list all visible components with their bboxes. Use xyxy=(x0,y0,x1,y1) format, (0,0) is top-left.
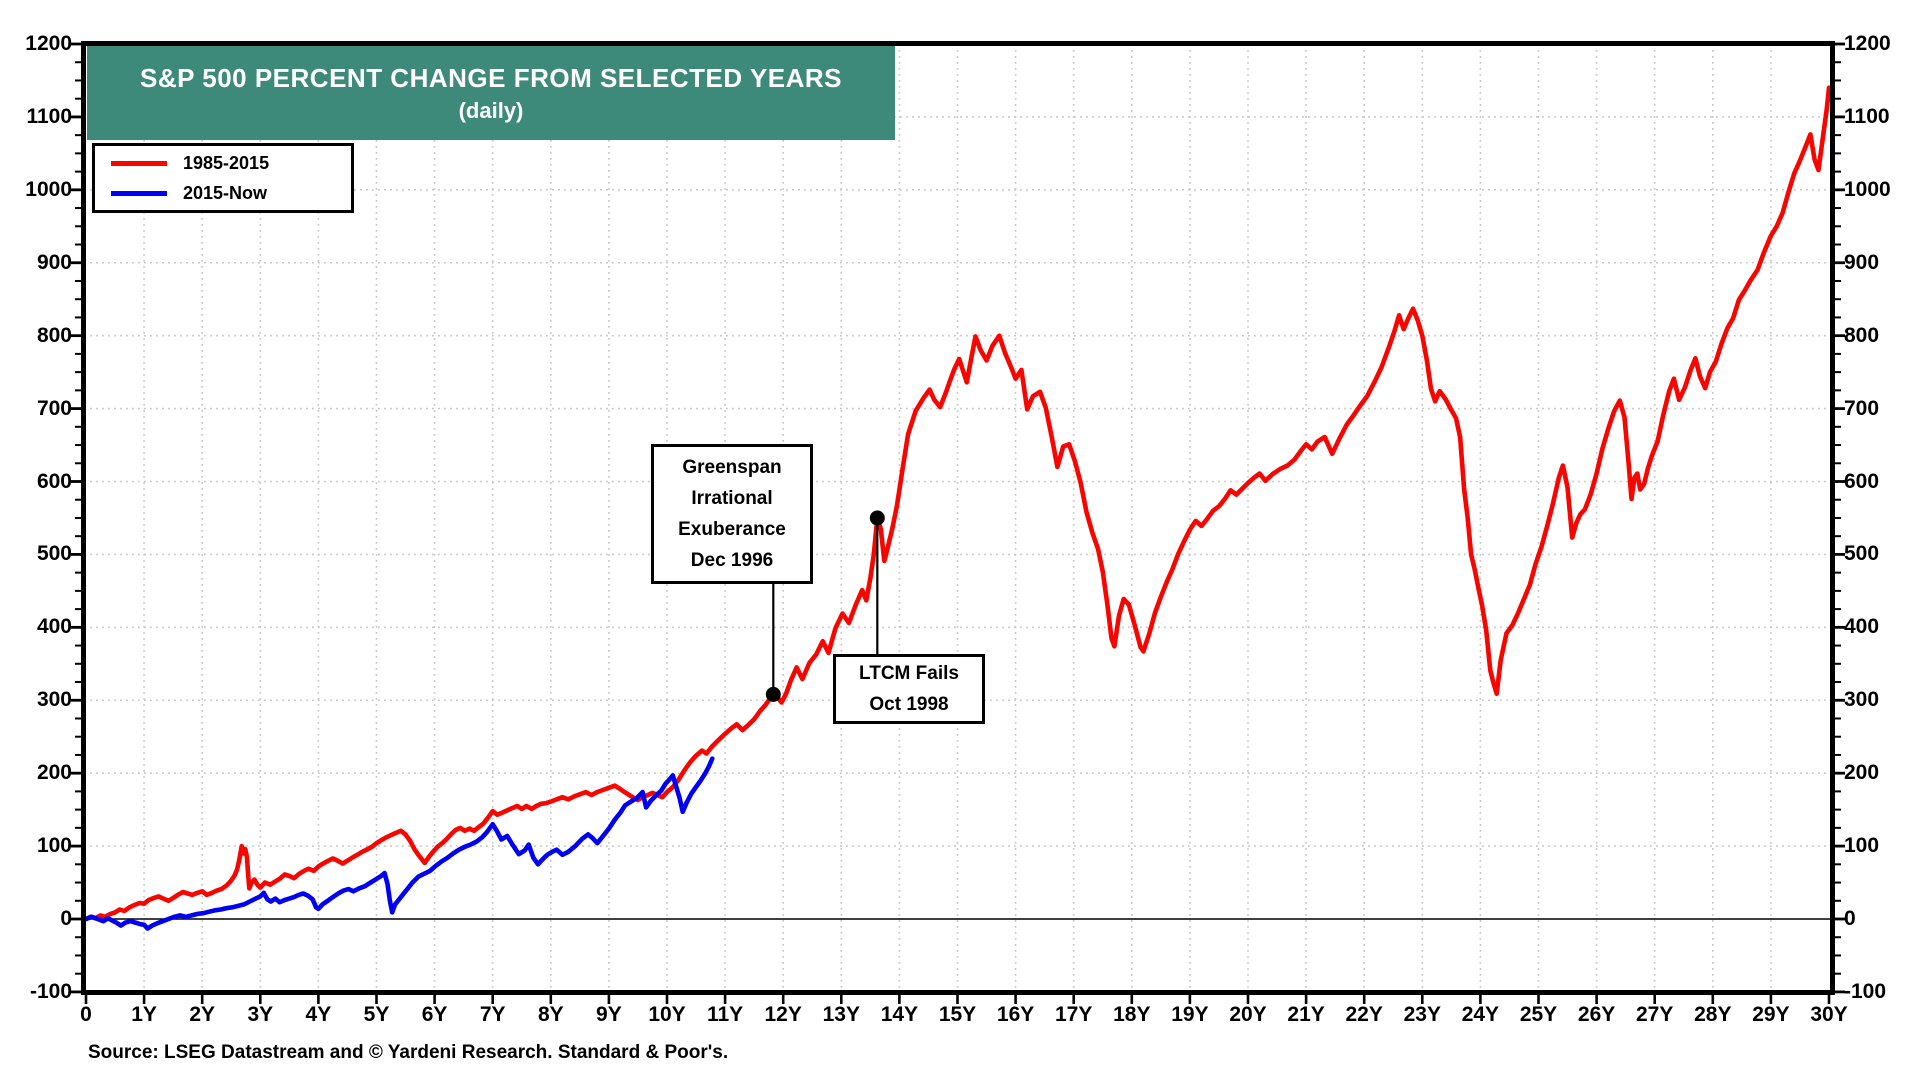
y-axis-label-left: 400 xyxy=(36,615,72,639)
y-axis-label-right: 400 xyxy=(1844,615,1880,639)
y-axis-label-left: 1000 xyxy=(25,177,72,201)
y-axis-label-right: 0 xyxy=(1844,907,1856,930)
annotation-text: LTCM Fails xyxy=(859,663,959,684)
annotation-text: Greenspan xyxy=(682,457,782,478)
greenspan-point-marker xyxy=(765,686,781,702)
y-axis-label-left: 200 xyxy=(36,761,72,785)
x-axis-label: 18Y xyxy=(1113,1003,1151,1026)
plot-frame xyxy=(81,41,1835,995)
series-line-1985-2015 xyxy=(83,85,1832,922)
legend-label: 2015-Now xyxy=(183,182,268,203)
annotation-text: Dec 1996 xyxy=(690,550,774,571)
annotation-text: Irrational xyxy=(691,488,773,509)
legend: 1985-2015 2015-Now xyxy=(92,143,354,213)
blue-line-swatch xyxy=(111,190,167,196)
annotation-text: Exuberance xyxy=(678,519,786,540)
y-axis-label-left: 300 xyxy=(36,688,72,712)
x-axis-label: 24Y xyxy=(1461,1003,1500,1026)
y-axis-label-left: 800 xyxy=(36,323,72,347)
y-axis-label-left: 1200 xyxy=(25,32,72,55)
y-axis-label-right: 1100 xyxy=(1844,104,1890,128)
y-axis-label-right: -100 xyxy=(1844,979,1887,1003)
y-axis-label-right: 600 xyxy=(1844,469,1880,493)
legend-label: 1985-2015 xyxy=(183,152,270,173)
chart-title: S&P 500 PERCENT CHANGE FROM SELECTED YEA… xyxy=(140,62,842,93)
x-axis-label: 5Y xyxy=(363,1003,390,1026)
x-axis-label: 10Y xyxy=(648,1003,686,1026)
source-note: Source: LSEG Datastream and © Yardeni Re… xyxy=(88,1042,729,1063)
y-axis-label-right: 300 xyxy=(1844,688,1880,712)
legend-item-1985-2015: 1985-2015 xyxy=(95,150,351,176)
x-axis-label: 23Y xyxy=(1403,1003,1441,1026)
x-axis-label: 16Y xyxy=(996,1003,1035,1026)
y-axis-label-right: 700 xyxy=(1844,396,1880,420)
x-axis-label: 0 xyxy=(80,1003,92,1026)
x-axis-label: 19Y xyxy=(1171,1003,1209,1026)
x-axis-label: 26Y xyxy=(1577,1003,1616,1026)
x-axis-label: 9Y xyxy=(596,1003,622,1026)
chart-subtitle: (daily) xyxy=(458,97,524,123)
legend-item-2015-now: 2015-Now xyxy=(95,180,351,206)
annotation-text: Oct 1998 xyxy=(869,694,949,715)
x-axis-label: 1Y xyxy=(131,1003,157,1026)
annotation-ltcm: LTCM Fails Oct 1998 xyxy=(833,654,985,724)
y-axis-label-left: 900 xyxy=(36,250,72,274)
y-axis-label-right: 200 xyxy=(1844,761,1880,785)
y-axis-label-right: 1200 xyxy=(1844,32,1891,55)
y-axis-label-left: -100 xyxy=(29,979,72,1003)
series-line-2015-now xyxy=(83,756,715,931)
x-axis-label: 3Y xyxy=(247,1003,274,1026)
x-axis-label: 8Y xyxy=(537,1003,564,1026)
x-axis-label: 27Y xyxy=(1636,1003,1674,1026)
y-axis-label-left: 700 xyxy=(36,396,72,420)
x-axis-label: 11Y xyxy=(706,1003,744,1026)
x-axis-label: 13Y xyxy=(822,1003,860,1026)
x-axis-label: 25Y xyxy=(1519,1003,1558,1026)
x-axis-label: 7Y xyxy=(479,1003,506,1026)
x-axis-label: 12Y xyxy=(764,1003,802,1026)
x-axis-label: 20Y xyxy=(1229,1003,1267,1026)
title-banner: S&P 500 PERCENT CHANGE FROM SELECTED YEA… xyxy=(87,46,895,140)
x-axis-label: 28Y xyxy=(1694,1003,1732,1026)
x-axis-label: 21Y xyxy=(1287,1003,1325,1026)
x-axis-label: 29Y xyxy=(1752,1003,1790,1026)
y-axis-label-right: 1000 xyxy=(1844,177,1891,201)
x-axis-label: 6Y xyxy=(421,1003,448,1026)
y-axis-label-left: 600 xyxy=(36,469,72,493)
x-axis-label: 14Y xyxy=(880,1003,919,1026)
y-axis-label-left: 100 xyxy=(36,834,72,858)
annotation-greenspan: Greenspan Irrational Exuberance Dec 1996 xyxy=(651,444,813,584)
x-axis-label: 22Y xyxy=(1345,1003,1383,1026)
x-axis-label: 30Y xyxy=(1810,1003,1848,1026)
y-axis-label-right: 900 xyxy=(1844,250,1880,274)
x-axis-label: 15Y xyxy=(938,1003,977,1026)
x-axis-label: 17Y xyxy=(1055,1003,1093,1026)
y-axis-label-left: 1100 xyxy=(26,104,72,128)
y-axis-label-right: 100 xyxy=(1844,834,1880,858)
y-axis-label-left: 0 xyxy=(60,907,72,930)
y-axis-label-right: 800 xyxy=(1844,323,1880,347)
x-axis-label: 2Y xyxy=(189,1003,216,1026)
y-axis-label-right: 500 xyxy=(1844,542,1880,566)
y-axis-label-left: 500 xyxy=(36,542,72,566)
ltcm-point-marker xyxy=(869,510,885,526)
x-axis-label: 4Y xyxy=(305,1003,332,1026)
red-line-swatch xyxy=(111,160,167,166)
